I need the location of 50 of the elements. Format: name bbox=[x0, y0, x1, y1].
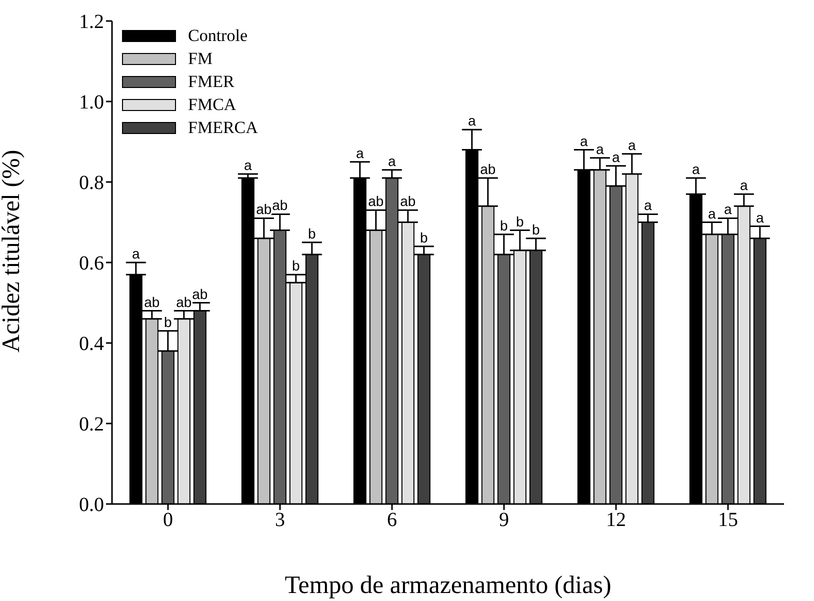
y-axis-title: Acidez titulável (%) bbox=[0, 150, 25, 352]
annotation: a bbox=[740, 177, 748, 194]
annotation: a bbox=[244, 156, 252, 173]
annotation: b bbox=[532, 221, 540, 238]
annotation: a bbox=[628, 136, 636, 153]
annotation: ab bbox=[480, 160, 496, 177]
legend-label: FMCA bbox=[188, 94, 236, 114]
annotation: a bbox=[356, 144, 364, 161]
annotation: a bbox=[724, 201, 732, 218]
annotation: b bbox=[500, 217, 508, 234]
legend-label: Controle bbox=[188, 26, 248, 46]
annotation: b bbox=[292, 258, 300, 274]
annotation: a bbox=[580, 132, 588, 149]
annotation: a bbox=[468, 112, 476, 129]
y-tick-label: 0.2 bbox=[79, 414, 104, 436]
x-tick-label: 3 bbox=[275, 509, 285, 532]
annotation: a bbox=[644, 197, 652, 214]
legend-label: FMER bbox=[188, 72, 234, 92]
annotation: ab bbox=[144, 294, 160, 310]
annotation: a bbox=[596, 140, 604, 157]
annotation: ab bbox=[256, 201, 272, 218]
y-tick-label: 0.8 bbox=[79, 172, 104, 194]
annotation: ab bbox=[192, 286, 208, 302]
annotation: a bbox=[692, 160, 700, 177]
annotation: ab bbox=[368, 193, 384, 210]
x-tick-label: 0 bbox=[163, 509, 173, 532]
annotation: ab bbox=[272, 197, 288, 214]
x-tick-label: 12 bbox=[606, 509, 626, 532]
legend-label: FMERCA bbox=[188, 118, 258, 138]
y-tick-label: 0.0 bbox=[79, 494, 104, 516]
y-tick-label: 1.0 bbox=[79, 92, 104, 114]
y-tick-label: 0.6 bbox=[79, 252, 104, 275]
x-axis-title: Tempo de armazenamento (dias) bbox=[284, 572, 612, 599]
y-tick-label: 1.2 bbox=[79, 11, 104, 34]
annotation: a bbox=[612, 148, 620, 165]
annotation: a bbox=[756, 209, 764, 226]
annotation: a bbox=[388, 152, 396, 169]
y-tick-label: 0.4 bbox=[79, 333, 104, 356]
annotation: ab bbox=[400, 193, 416, 210]
x-tick-label: 9 bbox=[499, 509, 509, 532]
annotation: b bbox=[516, 213, 524, 230]
annotation: b bbox=[308, 225, 316, 242]
legend-label: FM bbox=[188, 48, 213, 68]
annotation: b bbox=[420, 229, 428, 246]
annotation: a bbox=[708, 205, 716, 222]
annotation: a bbox=[132, 246, 140, 262]
x-tick-label: 6 bbox=[387, 509, 397, 532]
annotation: b bbox=[164, 314, 172, 330]
annotation: ab bbox=[176, 294, 192, 310]
x-tick-label: 15 bbox=[718, 509, 738, 532]
